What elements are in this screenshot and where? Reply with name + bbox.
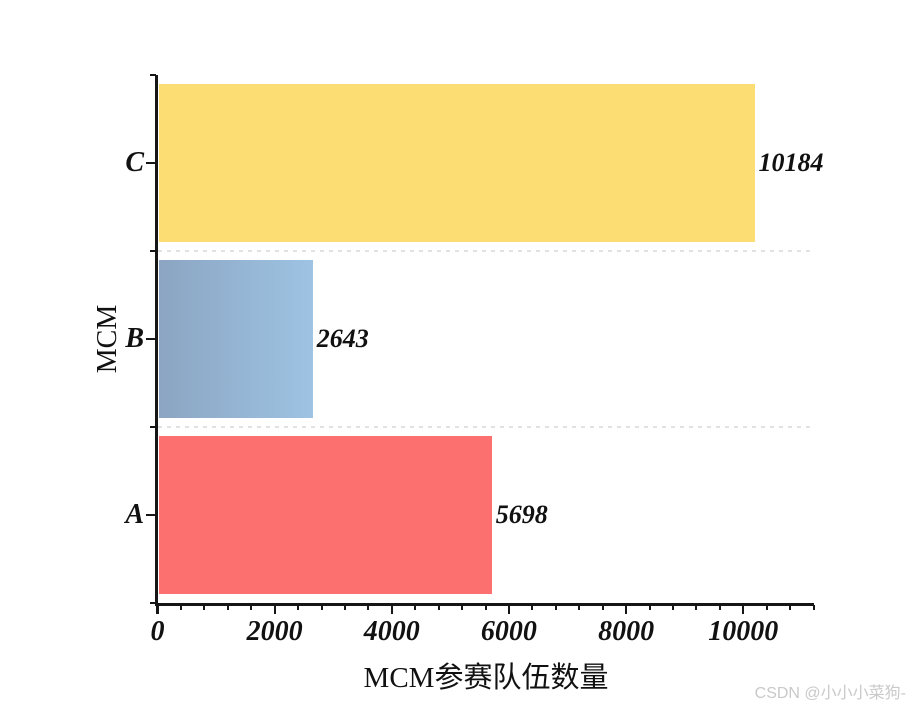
x-minor-tick [531,605,534,610]
gridline [158,426,813,428]
x-major-tick [742,605,745,614]
x-tick-label: 10000 [708,616,779,647]
x-minor-tick [297,605,300,610]
x-minor-tick [648,605,651,610]
y-boundary-tick [149,249,156,253]
watermark: CSDN @小小小菜狗- [754,685,906,702]
y-axis-title: MCM [92,304,123,374]
x-minor-tick [461,605,464,610]
x-minor-tick [179,605,182,610]
x-tick-label: 2000 [246,616,303,647]
gridline [158,250,813,252]
x-tick-label: 6000 [480,616,537,647]
x-minor-tick [414,605,417,610]
x-minor-tick [812,605,815,610]
x-axis-line [155,603,814,606]
bar-value-label: 2643 [316,324,369,353]
x-minor-tick [437,605,440,610]
x-minor-tick [578,605,581,610]
x-major-tick [507,605,511,614]
y-boundary-tick [149,601,156,605]
x-major-tick [273,605,276,614]
x-minor-tick [320,605,323,610]
bar-A [158,436,493,594]
x-minor-tick [367,605,370,610]
x-minor-tick [203,605,206,610]
x-minor-tick [601,605,604,610]
x-minor-tick [554,605,557,610]
x-minor-tick [343,605,346,610]
x-minor-tick [226,605,229,610]
x-major-tick [156,605,159,614]
bar-value-label: 10184 [758,148,824,177]
x-minor-tick [484,605,487,610]
x-tick-label: 4000 [363,616,420,647]
x-minor-tick [250,605,253,610]
y-major-tick [146,337,156,341]
category-tick-label: C [125,147,144,178]
bar-B [158,260,314,418]
y-axis-line [155,75,158,606]
x-major-tick [390,605,393,614]
x-minor-tick [789,605,792,610]
x-axis-title: MCM参赛队伍数量 [363,662,609,694]
y-boundary-tick [149,73,156,77]
x-minor-tick [671,605,674,610]
y-major-tick [146,161,156,165]
x-minor-tick [718,605,721,610]
x-major-tick [624,605,628,614]
x-minor-tick [695,605,698,610]
y-major-tick [146,513,156,517]
category-tick-label: B [125,323,144,354]
x-tick-label: 8000 [598,616,655,647]
x-tick-label: 0 [150,616,165,647]
category-tick-label: A [125,499,144,530]
y-boundary-tick [149,425,156,429]
bar-value-label: 5698 [495,500,548,529]
bar-C [158,84,755,242]
x-minor-tick [765,605,768,610]
